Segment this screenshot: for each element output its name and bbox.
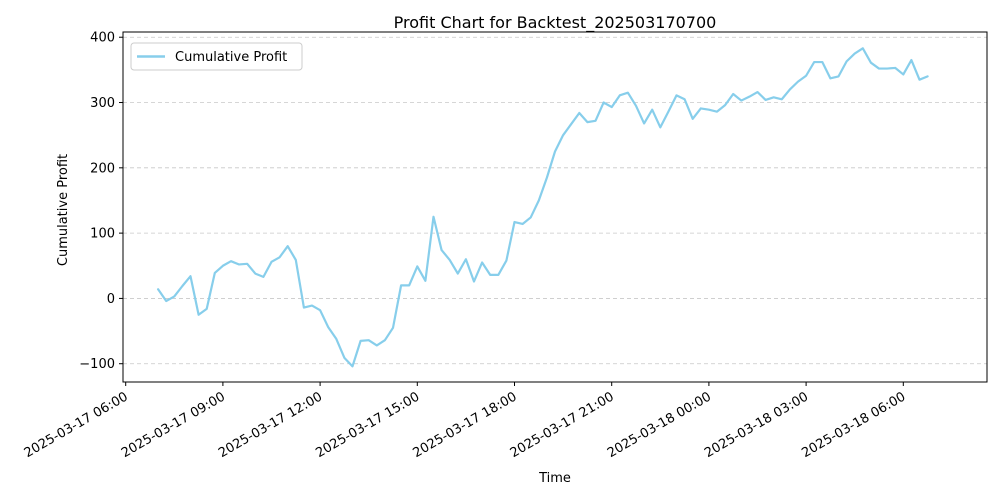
series-line-cumulative-profit xyxy=(157,47,929,368)
y-axis-label: Cumulative Profit xyxy=(56,154,71,266)
x-tick-label: 2025-03-18 06:00 xyxy=(799,389,908,461)
y-tick-label: 400 xyxy=(90,31,115,46)
x-tick-label: 2025-03-17 15:00 xyxy=(313,389,422,461)
x-tick-label: 2025-03-18 03:00 xyxy=(702,389,811,461)
y-tick-label: 200 xyxy=(90,161,115,176)
x-tick-label: 2025-03-18 00:00 xyxy=(605,389,714,461)
chart-title: Profit Chart for Backtest_202503170700 xyxy=(394,13,717,33)
y-axis-ticks: −100 0 100 200 300 400 xyxy=(79,31,123,372)
x-tick-label: 2025-03-17 21:00 xyxy=(508,389,617,461)
grid-lines xyxy=(123,36,987,365)
legend-label-cumulative-profit: Cumulative Profit xyxy=(175,50,287,65)
series-layer xyxy=(157,47,929,368)
x-tick-label: 2025-03-17 09:00 xyxy=(119,389,228,461)
y-tick-label: −100 xyxy=(79,357,115,372)
x-tick-label: 2025-03-17 18:00 xyxy=(411,389,520,461)
y-tick-label: 300 xyxy=(90,96,115,111)
y-tick-label: 0 xyxy=(107,292,115,307)
x-tick-label: 2025-03-17 12:00 xyxy=(216,389,325,461)
plot-frame xyxy=(122,31,988,383)
y-tick-label: 100 xyxy=(90,227,115,242)
x-axis-label: Time xyxy=(538,471,571,486)
x-tick-label: 2025-03-17 06:00 xyxy=(22,389,131,461)
legend-box xyxy=(130,42,303,71)
legend: Cumulative Profit xyxy=(130,42,303,71)
